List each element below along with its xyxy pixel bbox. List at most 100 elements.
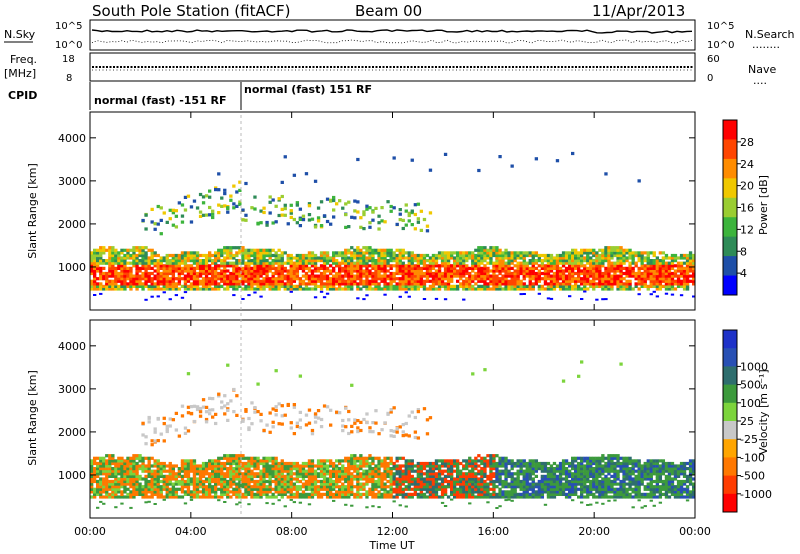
heatmap-cell (350, 479, 354, 484)
heatmap-cell (431, 490, 436, 494)
heatmap-cell (428, 490, 433, 494)
heatmap-cell (431, 282, 436, 286)
heatmap-cell (356, 251, 360, 255)
heatmap-cell (643, 269, 647, 273)
heatmap-cell (365, 421, 369, 425)
heatmap-cell (619, 269, 623, 273)
heatmap-cell (428, 168, 433, 172)
heatmap-cell (613, 274, 617, 278)
heatmap-cell (474, 266, 478, 270)
heatmap-cell (99, 467, 103, 471)
heatmap-cell (501, 251, 505, 255)
heatmap-cell (507, 271, 511, 276)
heatmap-cell (235, 246, 239, 250)
heatmap-cell (204, 417, 209, 422)
heatmap-cell (180, 414, 185, 418)
heatmap-cell (195, 261, 200, 265)
heatmap-cell (277, 469, 281, 473)
heatmap-cell (610, 282, 614, 286)
heatmap-cell (546, 264, 551, 268)
heatmap-cell (474, 459, 478, 463)
heatmap-cell (310, 459, 315, 463)
heatmap-cell (198, 210, 203, 214)
heatmap-cell (147, 256, 151, 260)
heatmap-cell (540, 259, 545, 263)
heatmap-cell (277, 487, 281, 491)
heatmap-cell (310, 279, 315, 283)
heatmap-cell (489, 279, 493, 283)
heatmap-cell (329, 477, 333, 481)
heatmap-cell (238, 501, 242, 504)
heatmap-cell (589, 266, 593, 270)
heatmap-cell (513, 271, 517, 276)
heatmap-cell (301, 266, 306, 270)
heatmap-cell (208, 487, 212, 491)
heatmap-cell (480, 479, 484, 484)
heatmap-cell (513, 253, 517, 258)
heatmap-cell (241, 482, 245, 486)
heatmap-cell (380, 479, 384, 484)
heatmap-cell (465, 282, 469, 286)
heatmap-cell (325, 482, 330, 486)
heatmap-cell (319, 495, 324, 499)
heatmap-cell (223, 464, 227, 468)
heatmap-cell (676, 279, 681, 283)
heatmap-cell (383, 264, 387, 268)
heatmap-cell (383, 261, 387, 265)
y-tick-label: 1000 (58, 261, 86, 274)
heatmap-cell (250, 477, 254, 481)
heatmap-cell (310, 277, 315, 281)
heatmap-cell (310, 461, 315, 466)
heatmap-cell (480, 259, 484, 263)
heatmap-cell (332, 259, 336, 263)
heatmap-cell (241, 467, 245, 471)
heatmap-cell (259, 264, 263, 268)
heatmap-cell (465, 253, 469, 258)
heatmap-cell (223, 456, 227, 460)
heatmap-cell (322, 474, 327, 478)
heatmap-cell (259, 282, 263, 286)
heatmap-cell (516, 266, 520, 270)
heatmap-cell (368, 271, 372, 276)
heatmap-cell (685, 266, 690, 270)
heatmap-cell (135, 461, 139, 466)
heatmap-cell (489, 495, 493, 499)
heatmap-cell (226, 487, 230, 491)
heatmap-cell (622, 282, 626, 286)
heatmap-cell (120, 474, 124, 478)
heatmap-cell (477, 469, 481, 473)
heatmap-cell (325, 277, 330, 281)
heatmap-cell (347, 287, 351, 291)
heatmap-cell (90, 482, 94, 486)
heatmap-cell (153, 490, 157, 494)
heatmap-cell (344, 284, 348, 288)
heatmap-cell (295, 259, 300, 263)
heatmap-cell (419, 266, 424, 270)
heatmap-cell (401, 456, 405, 460)
heatmap-cell (374, 264, 378, 268)
heatmap-cell (256, 264, 260, 268)
heatmap-cell (105, 287, 109, 291)
heatmap-cell (356, 492, 360, 496)
heatmap-cell (156, 264, 160, 268)
heatmap-cell (341, 274, 345, 278)
heatmap-cell (440, 284, 445, 288)
heatmap-cell (144, 485, 148, 489)
heatmap-cell (522, 251, 526, 255)
heatmap-cell (198, 214, 203, 218)
heatmap-cell (204, 477, 209, 481)
heatmap-cell (670, 253, 675, 258)
heatmap-cell (289, 474, 293, 478)
heatmap-cell (168, 287, 172, 291)
heatmap-cell (235, 485, 239, 489)
heatmap-cell (120, 251, 124, 255)
heatmap-cell (310, 271, 315, 276)
heatmap-cell (410, 274, 414, 278)
heatmap-cell (652, 261, 656, 265)
heatmap-cell (147, 284, 151, 288)
heatmap-cell (353, 253, 357, 258)
heatmap-cell (99, 469, 103, 473)
heatmap-cell (132, 246, 136, 250)
heatmap-cell (377, 459, 381, 463)
heatmap-cell (389, 209, 393, 213)
